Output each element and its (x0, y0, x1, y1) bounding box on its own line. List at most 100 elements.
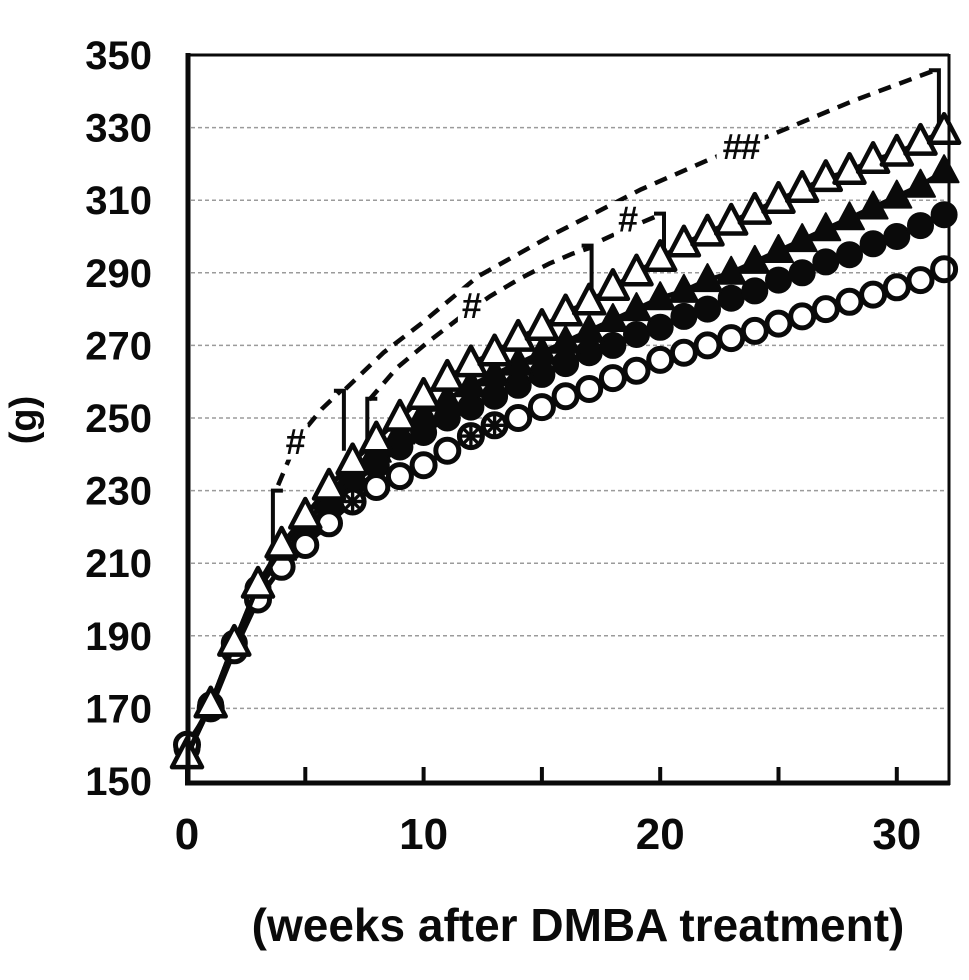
filled-circle-marker (670, 302, 698, 330)
open-triangle-marker (382, 398, 418, 432)
open-triangle-marker (761, 180, 796, 214)
open-triangle-marker (737, 191, 773, 225)
open-triangle-marker (359, 420, 394, 454)
open-triangle-marker (406, 376, 441, 410)
open-circle-marker (669, 338, 698, 367)
hash-label-bg (614, 201, 641, 238)
filled-circle-marker (457, 393, 485, 421)
open-triangle-marker (903, 122, 938, 156)
x-axis-title: (weeks after DMBA treatment) (252, 899, 905, 951)
filled-triangle-marker (621, 292, 652, 322)
significance-bracket (581, 243, 594, 295)
filled-circle-marker (717, 284, 745, 312)
open-circle-marker (788, 302, 817, 331)
open-circle-marker (598, 364, 627, 393)
open-triangle-marker (926, 111, 962, 145)
filled-triangle-marker (644, 281, 676, 311)
open-triangle-marker (217, 623, 252, 657)
plot-frame-layer (185, 53, 951, 786)
significance-curve (276, 389, 343, 487)
y-tick-label: 290 (85, 252, 152, 296)
open-circle-marker (551, 382, 580, 411)
open-triangle-marker (548, 293, 583, 327)
open-circle-marker (717, 324, 746, 353)
asterisk-spoke (463, 428, 479, 444)
open-triangle-marker (264, 525, 299, 559)
open-circle-marker (385, 462, 414, 491)
filled-triangle-marker (408, 397, 440, 427)
y-tick-label: 310 (85, 179, 152, 223)
filled-triangle-marker (715, 255, 747, 285)
significance-bracket (333, 388, 346, 451)
open-circle-marker (859, 280, 888, 309)
gridline-layer (191, 126, 947, 710)
hash-label: ## (723, 126, 761, 167)
x-tick-label: 30 (872, 810, 921, 859)
filled-triangle-marker (881, 179, 913, 209)
significance-bracket (270, 488, 283, 549)
open-circle-marker (527, 393, 556, 422)
y-tick-label: 350 (85, 34, 152, 78)
significance-bracket (928, 68, 941, 141)
y-tick-label: 230 (85, 470, 152, 514)
hash-label: # (618, 199, 638, 240)
open-triangle-marker (311, 467, 347, 501)
filled-circle-marker (765, 266, 792, 294)
significance-bracket (365, 396, 378, 451)
hash-label: # (286, 421, 306, 462)
filled-triangle-marker (834, 201, 865, 231)
filled-triangle-marker (810, 212, 842, 242)
y-tick-label: 270 (85, 324, 152, 368)
series-open-triangle (169, 111, 962, 770)
open-circle-marker (835, 287, 864, 316)
y-axis-title: (g) (3, 396, 45, 445)
open-triangle-marker (879, 133, 915, 167)
x-tick-label: 20 (636, 810, 685, 859)
open-circle-marker (409, 451, 438, 480)
y-tick-label: 330 (85, 107, 152, 151)
filled-triangle-marker (479, 357, 511, 387)
hash-label-layer: ##### (281, 126, 765, 462)
filled-circle-marker (883, 223, 911, 250)
y-tick-label: 210 (85, 542, 152, 586)
open-triangle-marker (240, 565, 276, 599)
filled-triangle-marker (739, 244, 771, 274)
y-tick-label: 250 (85, 397, 152, 441)
open-circle-marker (362, 473, 391, 501)
open-circle-marker (740, 316, 769, 345)
hash-label-bg (281, 423, 308, 460)
x-tick-label: 10 (399, 810, 448, 859)
filled-triangle-marker (857, 190, 889, 220)
filled-triangle-marker (905, 168, 936, 198)
open-triangle-marker (288, 496, 323, 530)
asterisk-mark (484, 415, 505, 435)
filled-circle-marker (623, 321, 650, 348)
open-circle-marker (811, 295, 840, 324)
significance-curve (343, 69, 934, 391)
open-circle-marker (646, 345, 675, 374)
filled-circle-marker (859, 230, 887, 258)
filled-triangle-marker (431, 382, 463, 412)
hash-label-bg (716, 128, 765, 165)
open-triangle-marker (832, 151, 867, 185)
filled-circle-marker (836, 241, 863, 269)
open-triangle-marker (453, 344, 489, 378)
filled-triangle-marker (928, 154, 960, 184)
open-triangle-marker (666, 224, 702, 258)
open-circle-marker (315, 509, 343, 538)
open-circle-marker (764, 309, 793, 338)
series-layer (169, 111, 962, 770)
open-triangle-marker (713, 202, 749, 236)
filled-circle-marker (741, 277, 769, 305)
y-tick-label: 150 (85, 760, 152, 804)
open-circle-marker (930, 255, 959, 284)
filled-circle-marker (788, 259, 816, 287)
filled-triangle-marker (668, 273, 700, 303)
filled-circle-marker (599, 331, 627, 359)
filled-triangle-marker (502, 346, 534, 376)
tick-label-layer: 350 330 310 290 270 250 230 210 190 170 150 0 10 20 30 (85, 34, 921, 859)
hash-label: # (462, 285, 482, 326)
open-triangle-marker (784, 170, 820, 204)
